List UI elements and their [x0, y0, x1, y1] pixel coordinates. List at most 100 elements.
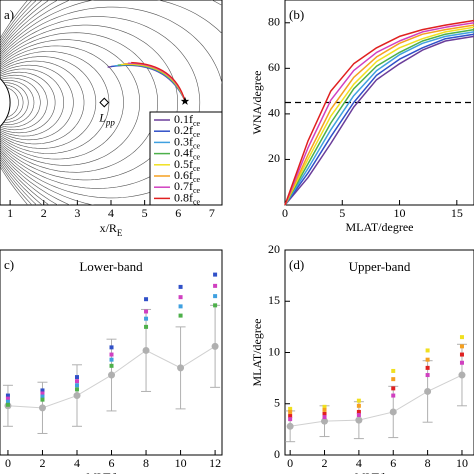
- y-tick-label: 20: [268, 151, 280, 165]
- lpp-marker: [99, 97, 110, 108]
- x-tick-label: 2: [322, 456, 328, 470]
- scatter-point: [288, 417, 293, 422]
- scatter-point: [40, 391, 45, 396]
- panel-title: Upper-band: [349, 259, 411, 274]
- scatter-point: [322, 415, 327, 420]
- plot-frame: [284, 249, 474, 456]
- legend-label-main: 0.3f: [174, 134, 193, 148]
- mean-point: [424, 387, 432, 395]
- legend-label: 0.8fce: [174, 190, 201, 207]
- x-tick-label: 6: [109, 456, 115, 470]
- scatter-point: [74, 383, 79, 388]
- scatter-point: [109, 357, 114, 362]
- legend-label: 0.6fce: [174, 168, 201, 185]
- field-line: [2, 80, 35, 125]
- y-tick-label: 15: [268, 293, 280, 307]
- y-tick-label: 80: [268, 15, 280, 29]
- wna-curve: [284, 24, 474, 206]
- scatter-point: [213, 283, 218, 288]
- scatter-point: [40, 388, 45, 393]
- scatter-point: [391, 368, 396, 373]
- legend-label-main: 0.5f: [174, 157, 193, 171]
- x-tick-label: 0: [5, 456, 11, 470]
- legend-label-main: 0.1f: [174, 112, 193, 126]
- x-tick-label: 10: [394, 206, 406, 220]
- wna-curve: [284, 35, 474, 206]
- field-line: [5, 84, 24, 121]
- lpp-annotation: Lpp: [98, 110, 115, 127]
- scatter-point: [356, 403, 361, 408]
- field-line: [0, 0, 222, 205]
- scatter-point: [74, 375, 79, 380]
- x-tick-label: 2: [41, 206, 47, 220]
- wna-curve: [284, 22, 474, 206]
- y-tick-label: 0: [274, 447, 280, 461]
- scatter-point: [356, 398, 361, 403]
- legend-label: 0.1fce: [174, 112, 201, 129]
- x-tick-label: 7: [209, 206, 215, 220]
- field-line: [6, 87, 19, 118]
- x-tick-label: 0: [287, 456, 293, 470]
- panel-label: c): [4, 257, 14, 272]
- legend-label-sub: ce: [193, 175, 201, 184]
- x-tick-label: 10: [175, 456, 187, 470]
- x-tick-label: 15: [451, 206, 463, 220]
- panel: 0 5 10 15 20 40 60 80 MLAT/degree WNA/degree (b): [250, 0, 474, 234]
- legend-label-sub: ce: [193, 119, 201, 128]
- scatter-point: [425, 365, 430, 370]
- wna-curve: [284, 19, 474, 206]
- mean-point: [321, 417, 329, 425]
- wna-curve: [284, 26, 474, 206]
- scatter-point: [178, 304, 183, 309]
- field-line: [0, 60, 85, 145]
- y-axis-label: MLAT/degree: [250, 319, 264, 387]
- scatter-point: [425, 348, 430, 353]
- legend-label-sub: ce: [193, 164, 201, 173]
- x-tick-label: 10: [456, 456, 468, 470]
- scatter-point: [109, 363, 114, 368]
- scatter-point: [459, 335, 464, 340]
- ray-path: [131, 61, 186, 102]
- scatter-point: [40, 397, 45, 402]
- field-line: [0, 32, 159, 173]
- x-tick-label: 8: [425, 456, 431, 470]
- mean-point: [389, 408, 397, 416]
- x-tick-label: 3: [74, 206, 80, 220]
- wna-curve: [284, 31, 474, 206]
- panel: 0 2 4 6 8 10 0 5 10 15 20 MLT/hour MLAT/degree (d) Upp…: [250, 242, 474, 474]
- field-line: [0, 45, 124, 160]
- scatter-point: [288, 414, 293, 419]
- x-tick-label: 4: [74, 456, 80, 470]
- y-axis-label: WNA/degree: [250, 71, 264, 135]
- scatter-point: [178, 284, 183, 289]
- lpp-annotation-main: L: [98, 110, 106, 124]
- scatter-point: [356, 409, 361, 414]
- mean-point: [177, 364, 185, 372]
- scatter-point: [322, 412, 327, 416]
- legend-box: [149, 111, 223, 206]
- wna-curve: [284, 28, 474, 206]
- x-tick-label: 6: [175, 206, 181, 220]
- legend-label: 0.2fce: [174, 123, 201, 140]
- scatter-point: [144, 309, 149, 314]
- mean-point: [108, 371, 116, 379]
- scatter-point: [213, 303, 218, 308]
- panel-label: (b): [289, 7, 304, 22]
- y-tick-label: 20: [268, 242, 280, 256]
- legend-label: 0.4fce: [174, 145, 201, 162]
- scatter-point: [425, 357, 430, 362]
- scatter-point: [459, 360, 464, 365]
- mean-line: [290, 374, 463, 427]
- field-line: [0, 71, 56, 134]
- x-axis-label: MLT/hour: [86, 470, 136, 474]
- legend-label: 0.7fce: [174, 179, 201, 196]
- x-axis-label: MLAT/degree: [346, 220, 414, 234]
- field-line: [0, 6, 222, 199]
- x-tick-label: 4: [108, 206, 114, 220]
- scatter-point: [5, 399, 10, 404]
- y-tick-label: 40: [268, 106, 280, 120]
- legend-label-main: 0.2f: [174, 123, 193, 137]
- y-tick-label: 10: [268, 344, 280, 358]
- field-line: [1, 77, 41, 128]
